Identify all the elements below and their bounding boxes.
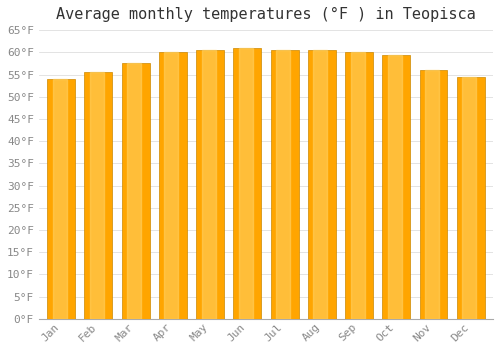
- Bar: [84, 72, 112, 319]
- Bar: [202, 50, 215, 319]
- Bar: [122, 63, 150, 319]
- Bar: [350, 52, 364, 319]
- Bar: [239, 48, 253, 319]
- Bar: [53, 79, 66, 319]
- Bar: [270, 50, 298, 319]
- Bar: [457, 77, 484, 319]
- Bar: [388, 55, 402, 319]
- Bar: [345, 52, 373, 319]
- Bar: [234, 48, 262, 319]
- Bar: [462, 77, 476, 319]
- Bar: [308, 50, 336, 319]
- Bar: [276, 50, 290, 319]
- Bar: [314, 50, 328, 319]
- Bar: [164, 52, 178, 319]
- Title: Average monthly temperatures (°F ) in Teopisca: Average monthly temperatures (°F ) in Te…: [56, 7, 476, 22]
- Bar: [425, 70, 439, 319]
- Bar: [159, 52, 187, 319]
- Bar: [420, 70, 448, 319]
- Bar: [382, 55, 410, 319]
- Bar: [47, 79, 75, 319]
- Bar: [90, 72, 104, 319]
- Bar: [196, 50, 224, 319]
- Bar: [127, 63, 141, 319]
